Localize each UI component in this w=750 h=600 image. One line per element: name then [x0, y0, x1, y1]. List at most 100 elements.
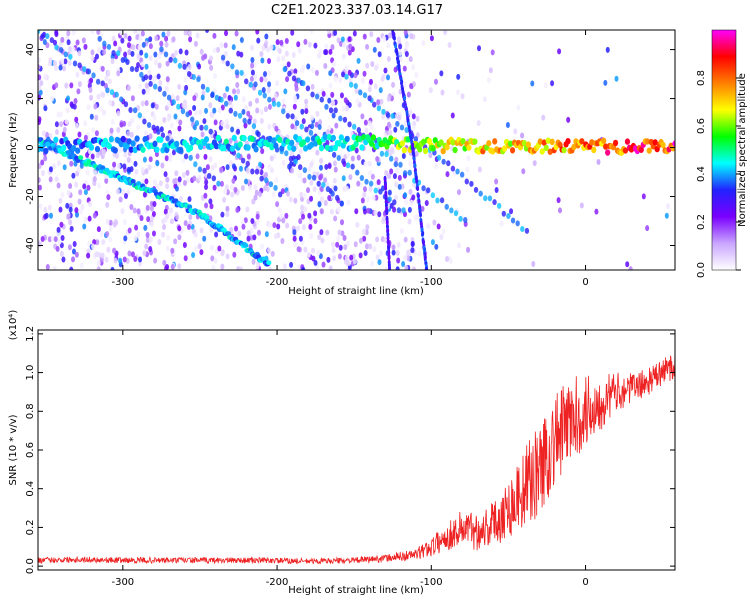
heatmap-cell — [245, 160, 250, 167]
heatmap-cell — [456, 189, 461, 196]
heatmap-cell — [209, 64, 214, 71]
heatmap-cell — [240, 157, 246, 164]
heatmap-cell — [266, 87, 271, 94]
heatmap-cell — [83, 134, 88, 141]
heatmap-cell — [168, 56, 173, 63]
heatmap-cell — [123, 32, 128, 39]
heatmap-cell — [95, 78, 101, 85]
heatmap-cell — [138, 83, 143, 90]
snr-y-ticks: 0.0 0.2 0.4 0.6 0.8 1.0 1.2 — [25, 326, 675, 574]
heatmap-cell — [409, 82, 414, 89]
heatmap-cell — [327, 162, 332, 169]
heatmap-cell — [521, 168, 526, 175]
heatmap-cell — [370, 260, 375, 267]
heatmap-cell — [209, 55, 214, 62]
heatmap-cell — [432, 137, 438, 144]
heatmap-cell — [374, 65, 379, 72]
heatmap-cell — [48, 166, 53, 173]
heatmap-cell — [340, 219, 345, 226]
heatmap-cell — [58, 206, 63, 213]
heatmap-cell — [329, 208, 334, 215]
heatmap-cell — [128, 146, 134, 153]
heatmap-cell — [550, 80, 555, 87]
heatmap-cell — [120, 208, 125, 215]
heatmap-cell — [132, 107, 138, 114]
heatmap-cell — [126, 166, 131, 173]
heatmap-cell — [100, 65, 105, 72]
heatmap-cell — [605, 149, 611, 156]
heatmap-cell — [243, 122, 248, 129]
heatmap-cell — [267, 266, 272, 270]
heatmap-cell — [174, 140, 180, 148]
heatmap-cell — [298, 164, 303, 171]
heatmap-cell — [308, 129, 314, 136]
heatmap-cell — [309, 195, 314, 202]
heatmap-cell — [49, 37, 55, 44]
heatmap-cell — [411, 113, 416, 120]
heatmap-cell — [296, 154, 301, 161]
heatmap-cell — [38, 241, 42, 248]
heatmap-cell — [317, 52, 322, 59]
heatmap-cell — [393, 161, 399, 168]
heatmap-cell — [520, 132, 525, 139]
heatmap-cell — [401, 153, 406, 160]
colorbar-tick-label: 0.4 — [696, 166, 707, 182]
heatmap-cell — [227, 94, 232, 101]
heatmap-cell — [501, 210, 506, 217]
heatmap-cell — [425, 266, 429, 270]
heatmap-cell — [59, 138, 65, 145]
heatmap-cell — [97, 35, 102, 42]
heatmap-cell — [203, 136, 210, 143]
heatmap-cell — [239, 69, 244, 76]
heatmap-cell — [316, 180, 321, 187]
heatmap-cell — [301, 139, 307, 146]
heatmap-cell — [486, 140, 492, 147]
heatmap-cell — [143, 224, 148, 231]
heatmap-cell — [223, 138, 229, 145]
heatmap-cell — [314, 69, 319, 76]
heatmap-cell — [460, 137, 466, 145]
heatmap-cell — [106, 69, 111, 76]
heatmap-cell — [127, 121, 132, 128]
heatmap-cell — [156, 128, 161, 135]
heatmap-cell — [243, 217, 248, 224]
heatmap-cell — [61, 256, 66, 263]
heatmap-cell — [376, 99, 381, 106]
heatmap-cell — [361, 134, 367, 141]
heatmap-cell — [391, 249, 396, 256]
heatmap-cell — [105, 230, 110, 237]
heatmap-cell — [229, 160, 234, 167]
heatmap-cell — [126, 138, 132, 145]
heatmap-cell — [339, 40, 344, 47]
heatmap-cell — [238, 165, 243, 172]
heatmap-cell — [62, 126, 67, 133]
heatmap-cell — [347, 121, 352, 128]
heatmap-cell — [148, 156, 153, 163]
heatmap-cell — [415, 214, 420, 221]
heatmap-cell — [347, 36, 352, 43]
heatmap-cell — [231, 163, 236, 170]
heatmap-cell — [328, 145, 334, 152]
heatmap-cell — [170, 247, 175, 254]
heatmap-cell — [265, 46, 270, 53]
heatmap-cell — [318, 119, 323, 126]
heatmap-cell — [208, 128, 213, 135]
heatmap-cell — [38, 46, 41, 53]
heatmap-cell — [373, 83, 378, 90]
heatmap-cell — [289, 160, 294, 167]
heatmap-cell — [41, 130, 46, 137]
heatmap-cell — [118, 257, 123, 264]
heatmap-cell — [225, 86, 230, 93]
heatmap-cell — [549, 138, 555, 146]
heatmap-cell — [148, 133, 153, 140]
heatmap-cell — [64, 82, 69, 89]
heatmap-cell — [381, 113, 386, 120]
heatmap-cell — [276, 101, 281, 108]
heatmap-cell — [94, 130, 99, 137]
heatmap-cell — [395, 120, 400, 127]
heatmap-cell — [327, 195, 332, 202]
heatmap-cell — [310, 135, 317, 142]
heatmap-cell — [477, 166, 482, 173]
heatmap-cell — [324, 163, 329, 170]
heatmap-cell — [319, 96, 324, 103]
